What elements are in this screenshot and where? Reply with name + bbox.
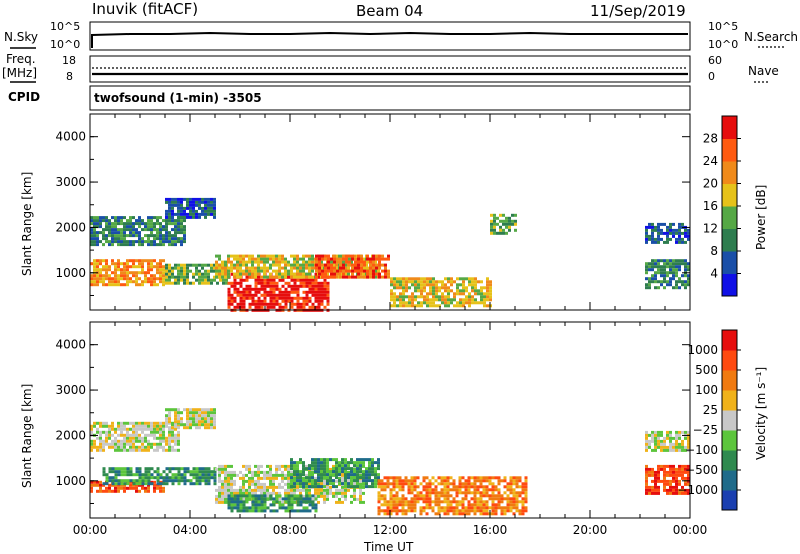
velocity-ytick-label: 3000 [55,383,86,397]
cpid-panel [89,85,691,111]
velocity-xtick-label: 00:00 [73,523,108,537]
velocity-region [645,430,690,452]
power-ytick-label: 2000 [55,220,86,234]
velocity-ytick-label: 1000 [55,474,86,488]
power-colorbar-swatch [722,116,737,139]
power-colorbar-swatch [722,206,737,229]
velocity-region [102,467,217,486]
velocity-xtick-label: 16:00 [473,523,508,537]
velocity-ytick-label: 4000 [55,338,86,352]
velocity-colorbar-swatch [722,390,737,411]
power-region [645,222,690,244]
power-ytick-label: 1000 [55,266,86,280]
nsky-tick-top: 10^5 [50,20,81,33]
power-colorbar-tick-label: 8 [710,244,718,258]
date-title: 11/Sep/2019 [590,2,686,20]
velocity-colorbar-tick-label: −500 [685,463,718,477]
freq-tick-top: 18 [62,54,76,67]
power-ytick-label: 3000 [55,175,86,189]
power-colorbar-swatch [722,138,737,162]
velocity-colorbar-tick-label: 500 [695,363,718,377]
station-title: Inuvik (fitACF) [92,0,199,18]
velocity-colorbar-label: Velocity [m s⁻¹] [754,366,768,460]
power-region [645,259,690,290]
velocity-xtick-label: 08:00 [273,523,308,537]
cpid-label: CPID [8,90,41,104]
nsky-panel [89,21,691,51]
velocity-colorbar-frame [721,329,738,511]
velocity-colorbar-swatch [722,330,737,351]
nsky-trace [91,31,688,36]
power-colorbar-swatch [722,161,737,184]
velocity-colorbar-tick-label: 25 [703,403,718,417]
velocity-colorbar-swatch [722,470,737,491]
xaxis-label: Time UT [364,540,414,554]
velocity-colorbar-tick-label: −1000 [677,483,718,497]
nave-tick-top: 60 [708,54,722,67]
velocity-region [165,408,216,430]
power-colorbar-tick-label: 20 [703,177,718,191]
nsearch-tick-bottom: 10^0 [708,38,739,51]
power-region [390,277,492,308]
velocity-region [227,494,318,513]
velocity-xtick-label: 20:00 [573,523,608,537]
power-colorbar-tick-label: 24 [703,154,718,168]
nsearch-tick-top: 10^5 [708,20,739,33]
velocity-colorbar-swatch [722,490,737,511]
beam-title: Beam 04 [356,2,424,20]
power-region [315,254,390,279]
freq-unit: [MHz] [2,66,38,80]
velocity-region [290,458,380,489]
velocity-xtick-label: 00:00 [673,523,708,537]
power-colorbar-swatch [722,273,737,297]
power-colorbar-tick-label: 28 [703,132,718,146]
power-colorbar-tick-label: 12 [703,222,718,236]
cpid-value: twofsound (1-min) -3505 [94,91,262,105]
power-ylabel: Slant Range [km] [20,171,34,276]
nsky-label: N.Sky [4,30,39,44]
velocity-colorbar-tick-label: −25 [693,423,718,437]
velocity-colorbar-swatch [722,410,737,431]
velocity-colorbar-tick-label: 100 [695,383,718,397]
power-colorbar-tick-label: 16 [703,199,718,213]
velocity-region [90,421,180,452]
velocity-ytick-label: 2000 [55,428,86,442]
power-region [490,213,517,235]
velocity-colorbar-tick-label: 1000 [687,343,718,357]
freq-tick-bottom: 8 [66,70,73,83]
power-ytick-label: 4000 [55,130,86,144]
velocity-colorbar-swatch [722,370,737,391]
velocity-xtick-label: 04:00 [173,523,208,537]
power-region [90,259,165,287]
velocity-colorbar-swatch [722,350,737,371]
power-colorbar-swatch [722,228,737,252]
power-colorbar-swatch [722,251,737,274]
power-region [165,197,216,219]
nave-label: Nave [748,64,779,78]
velocity-ylabel: Slant Range [km] [20,383,34,488]
power-colorbar-label: Power [dB] [754,184,768,250]
nsky-tick-bottom: 10^0 [50,38,81,51]
velocity-region [645,464,690,495]
nave-tick-bottom: 0 [708,70,715,83]
freq-panel [89,55,691,83]
velocity-colorbar-swatch [722,430,737,451]
freq-label: Freq. [6,52,36,66]
nsearch-label: N.Search [744,30,799,44]
velocity-colorbar-swatch [722,450,737,471]
power-colorbar-tick-label: 4 [710,267,718,281]
velocity-xtick-label: 12:00 [373,523,408,537]
velocity-region [377,476,528,516]
power-region [90,216,186,247]
power-colorbar-swatch [722,183,737,207]
velocity-colorbar-tick-label: −100 [685,443,718,457]
